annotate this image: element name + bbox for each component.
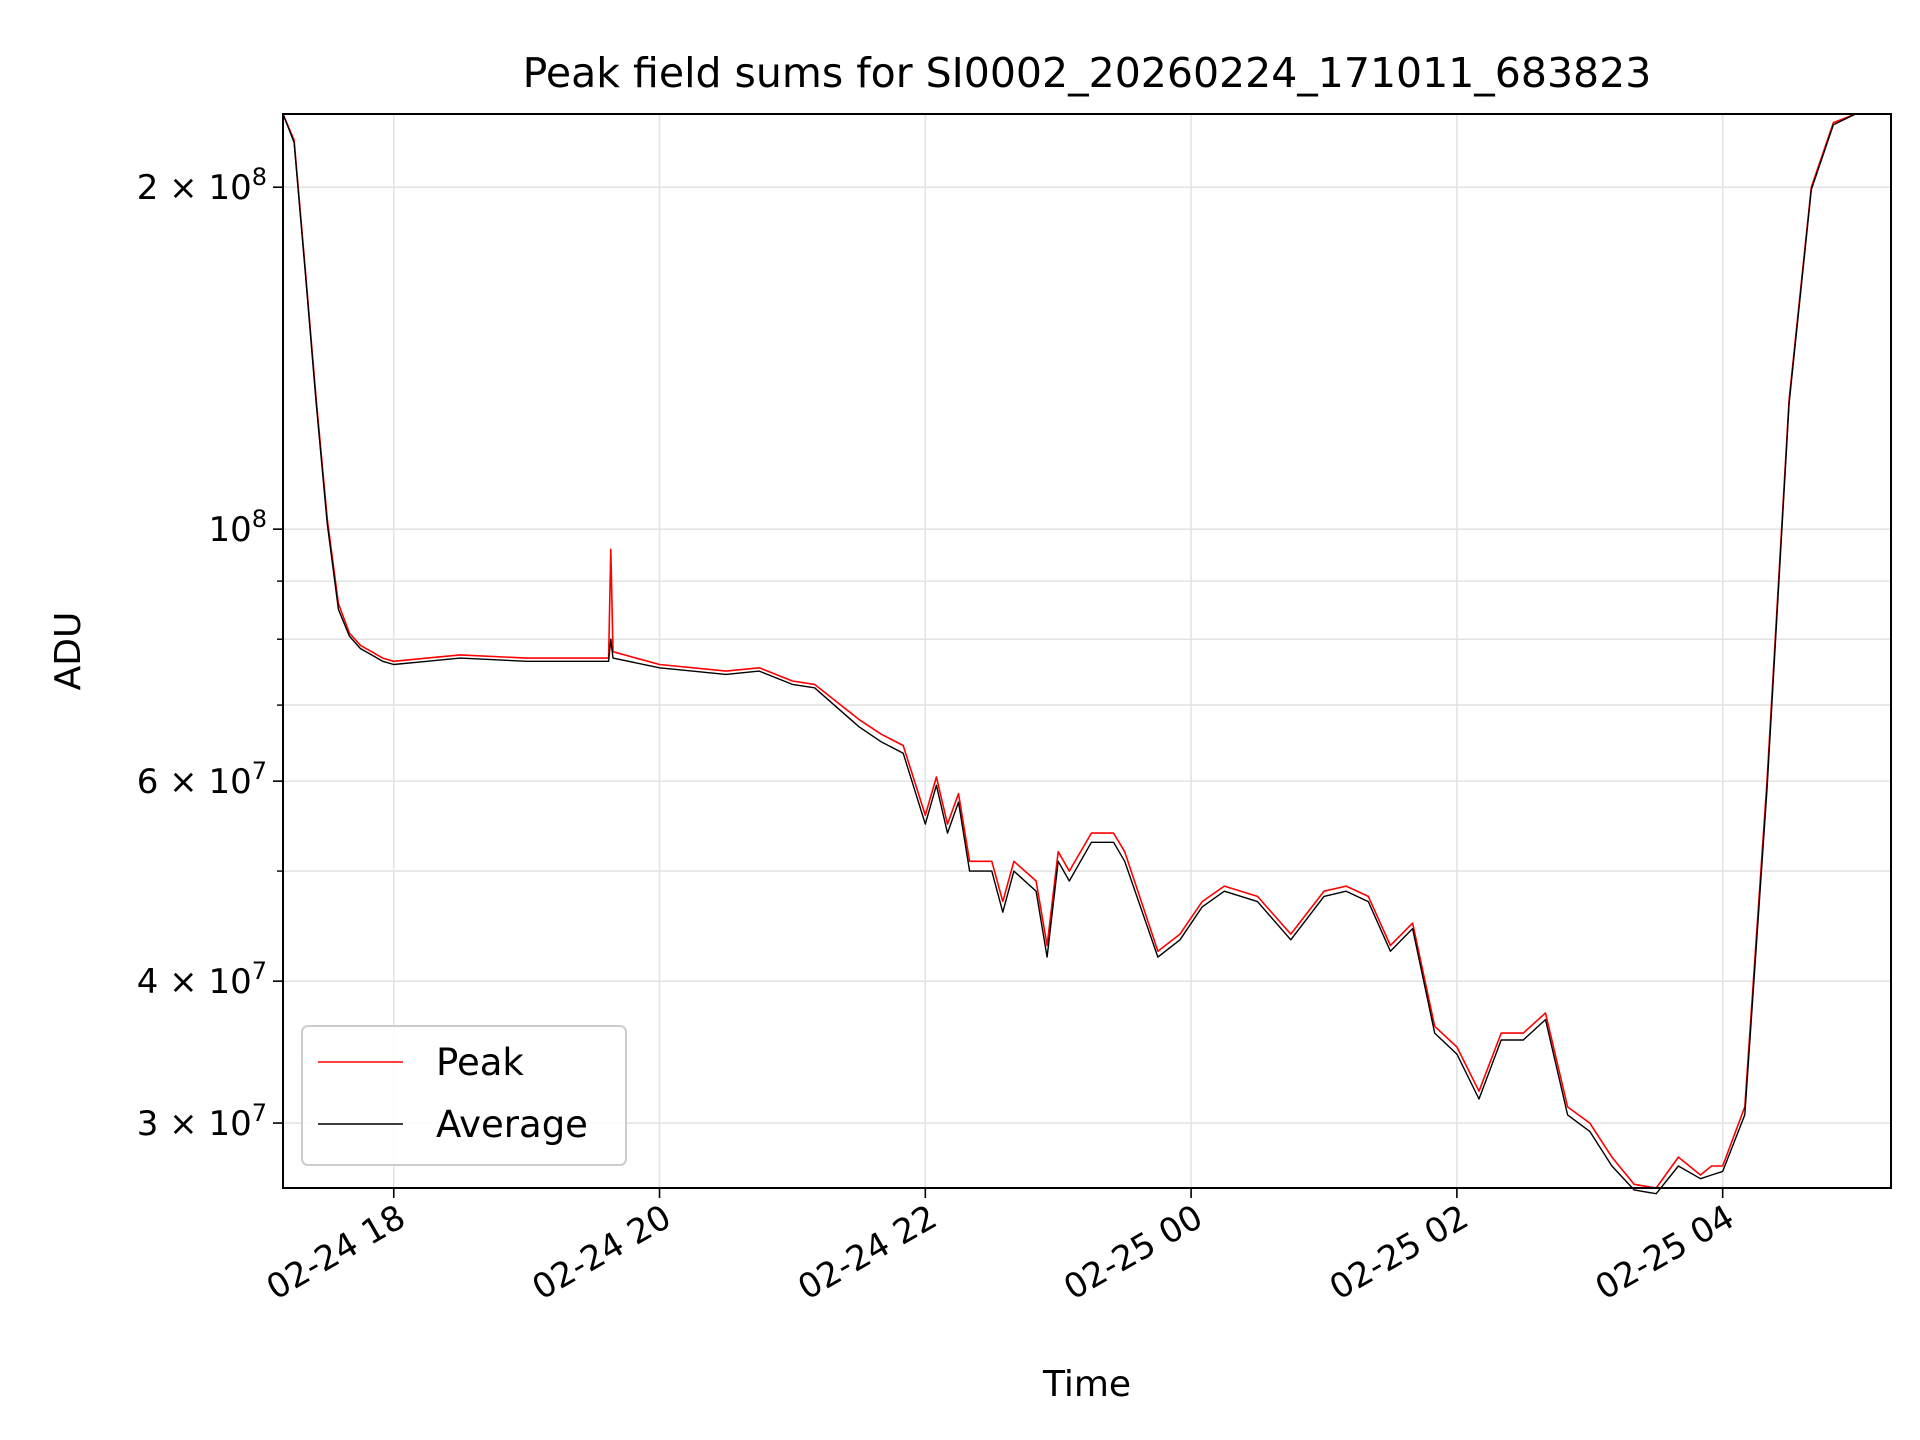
chart-title: Peak field sums for SI0002_20260224_1710… bbox=[523, 49, 1652, 97]
x-axis-label: Time bbox=[1042, 1364, 1131, 1405]
grid-lines bbox=[283, 114, 1891, 1188]
y-tick-label-4: 2 × 108 bbox=[137, 163, 267, 208]
legend-label-peak: Peak bbox=[436, 1041, 524, 1084]
series-line-average bbox=[282, 113, 1891, 1195]
y-axis-label: ADU bbox=[48, 612, 89, 691]
legend: Peak Average bbox=[301, 1025, 627, 1166]
y-tick-label-1: 4 × 107 bbox=[137, 957, 267, 1002]
y-tick-label-0: 3 × 107 bbox=[137, 1099, 267, 1144]
plot-frame bbox=[282, 113, 1892, 1189]
legend-label-average: Average bbox=[436, 1103, 588, 1146]
y-tick-label-3: 108 bbox=[208, 505, 267, 550]
y-tick-label-2: 6 × 107 bbox=[137, 757, 267, 802]
legend-box bbox=[301, 1025, 627, 1166]
